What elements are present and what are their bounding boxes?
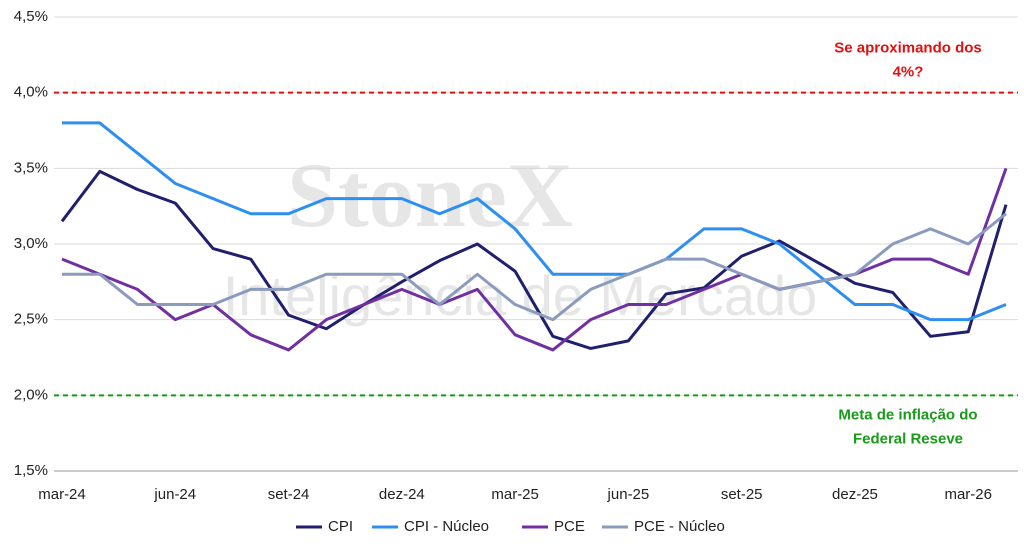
y-tick-label: 2,0%	[14, 386, 48, 403]
y-tick-label: 4,5%	[14, 8, 48, 25]
x-tick-label: dez-25	[832, 486, 878, 503]
y-tick-label: 1,5%	[14, 462, 48, 479]
y-tick-label: 3,0%	[14, 235, 48, 252]
reference-label: Se aproximando dos	[834, 40, 982, 57]
watermark: StoneX	[287, 144, 573, 246]
x-tick-label: set-24	[268, 486, 310, 503]
x-tick-label: jun-24	[153, 486, 196, 503]
legend-label: CPI - Núcleo	[404, 518, 489, 535]
x-tick-label: mar-24	[38, 486, 86, 503]
x-tick-label: set-25	[721, 486, 763, 503]
x-tick-label: jun-25	[607, 486, 650, 503]
x-tick-label: dez-24	[379, 486, 425, 503]
y-tick-label: 3,5%	[14, 159, 48, 176]
series-line	[62, 121, 1007, 322]
x-tick-label: mar-25	[491, 486, 539, 503]
x-tick-label: mar-26	[944, 486, 992, 503]
y-tick-label: 2,5%	[14, 311, 48, 328]
legend-label: PCE	[554, 518, 585, 535]
legend-label: CPI	[328, 518, 353, 535]
reference-label: Meta de inflação do	[838, 406, 977, 423]
watermark: Inteligência de Mercado	[223, 264, 818, 327]
series-line	[60, 169, 1008, 350]
reference-label: 4%?	[893, 64, 924, 81]
reference-label: Federal Reseve	[853, 430, 963, 447]
series-line	[62, 212, 1007, 322]
legend-label: PCE - Núcleo	[634, 518, 725, 535]
y-tick-label: 4,0%	[14, 84, 48, 101]
